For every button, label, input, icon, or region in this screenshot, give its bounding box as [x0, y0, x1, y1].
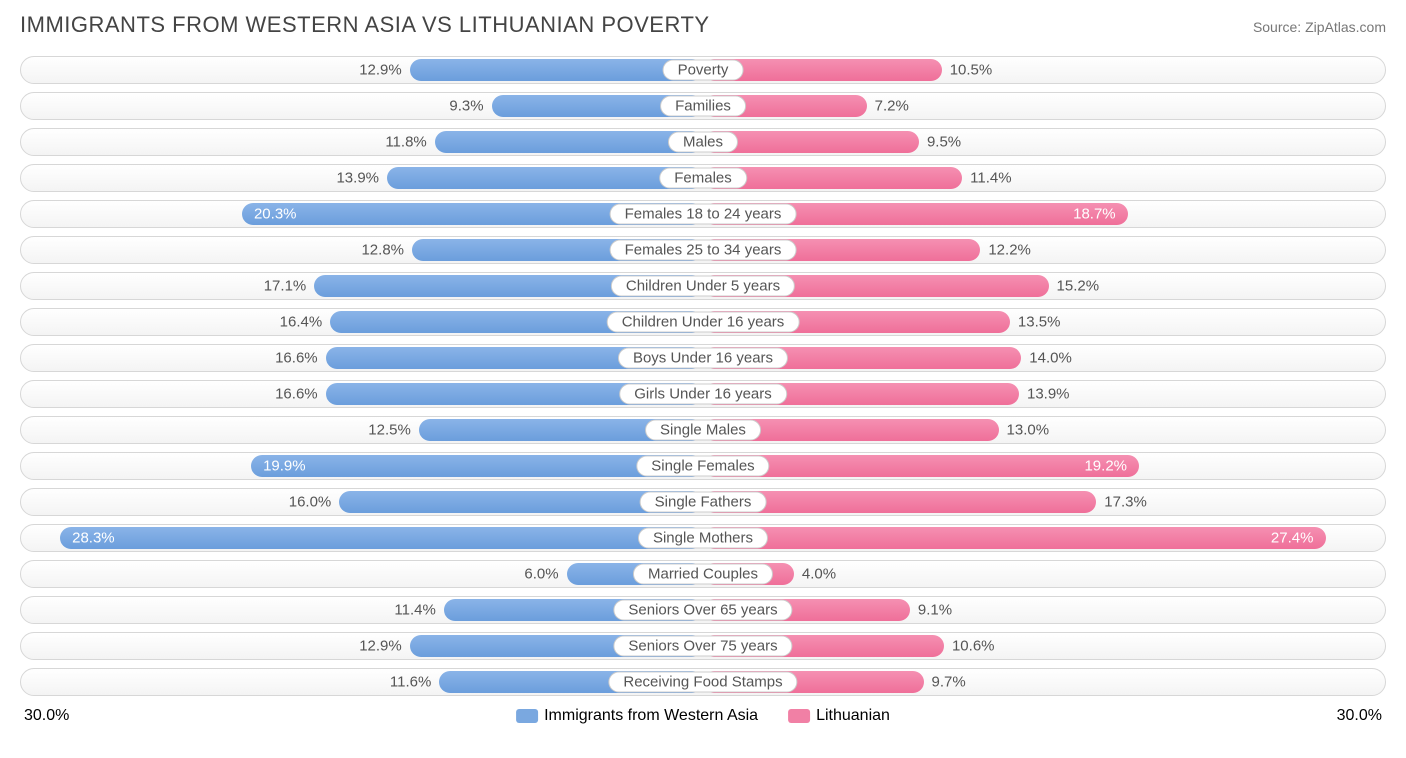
category-label: Boys Under 16 years — [618, 348, 788, 369]
value-left: 16.0% — [289, 494, 332, 511]
bar-row: 16.6% 14.0% Boys Under 16 years — [20, 344, 1386, 372]
bar-row: 19.9% 19.2% Single Females — [20, 452, 1386, 480]
value-right: 10.5% — [950, 62, 993, 79]
bar-row: 12.9% 10.6% Seniors Over 75 years — [20, 632, 1386, 660]
category-label: Single Females — [636, 456, 769, 477]
value-right: 14.0% — [1029, 350, 1072, 367]
category-label: Families — [660, 96, 746, 117]
value-left: 11.8% — [385, 134, 426, 151]
value-left: 16.4% — [280, 314, 323, 331]
chart-legend: Immigrants from Western Asia Lithuanian — [516, 707, 890, 725]
bar-left — [251, 455, 703, 477]
value-left: 12.9% — [359, 62, 402, 79]
bar-row: 17.1% 15.2% Children Under 5 years — [20, 272, 1386, 300]
category-label: Married Couples — [633, 564, 773, 585]
bar-right — [703, 527, 1326, 549]
chart-header: IMMIGRANTS FROM WESTERN ASIA VS LITHUANI… — [20, 12, 1386, 38]
category-label: Seniors Over 65 years — [613, 600, 792, 621]
category-label: Single Fathers — [640, 492, 767, 513]
bar-left — [435, 131, 703, 153]
chart-source: Source: ZipAtlas.com — [1253, 19, 1386, 35]
category-label: Single Males — [645, 420, 761, 441]
legend-swatch-left — [516, 709, 538, 723]
category-label: Females — [659, 168, 747, 189]
value-right: 9.5% — [927, 134, 961, 151]
category-label: Seniors Over 75 years — [613, 636, 792, 657]
value-left: 13.9% — [336, 170, 379, 187]
bar-row: 11.8% 9.5% Males — [20, 128, 1386, 156]
value-left: 11.6% — [390, 674, 431, 691]
value-left: 11.4% — [394, 602, 435, 619]
value-right: 13.9% — [1027, 386, 1070, 403]
value-right: 4.0% — [802, 566, 836, 583]
chart-footer: 30.0% Immigrants from Western Asia Lithu… — [20, 704, 1386, 728]
value-left: 19.9% — [263, 458, 306, 475]
bar-row: 6.0% 4.0% Married Couples — [20, 560, 1386, 588]
value-right: 13.0% — [1007, 422, 1050, 439]
bar-row: 28.3% 27.4% Single Mothers — [20, 524, 1386, 552]
bar-row: 20.3% 18.7% Females 18 to 24 years — [20, 200, 1386, 228]
value-left: 17.1% — [264, 278, 307, 295]
bar-row: 12.9% 10.5% Poverty — [20, 56, 1386, 84]
value-right: 9.1% — [918, 602, 952, 619]
bar-row: 11.6% 9.7% Receiving Food Stamps — [20, 668, 1386, 696]
category-label: Males — [668, 132, 738, 153]
legend-label-left: Immigrants from Western Asia — [544, 707, 758, 724]
value-left: 20.3% — [254, 206, 297, 223]
value-right: 18.7% — [1073, 206, 1116, 223]
chart-title: IMMIGRANTS FROM WESTERN ASIA VS LITHUANI… — [20, 12, 710, 38]
bar-row: 16.6% 13.9% Girls Under 16 years — [20, 380, 1386, 408]
value-left: 28.3% — [72, 530, 115, 547]
bar-row: 16.0% 17.3% Single Fathers — [20, 488, 1386, 516]
value-right: 9.7% — [932, 674, 966, 691]
value-right: 13.5% — [1018, 314, 1061, 331]
value-left: 16.6% — [275, 350, 318, 367]
category-label: Children Under 16 years — [607, 312, 800, 333]
value-left: 12.8% — [361, 242, 404, 259]
category-label: Girls Under 16 years — [619, 384, 787, 405]
legend-label-right: Lithuanian — [816, 707, 890, 724]
value-left: 12.9% — [359, 638, 402, 655]
bar-row: 11.4% 9.1% Seniors Over 65 years — [20, 596, 1386, 624]
value-left: 6.0% — [524, 566, 558, 583]
value-left: 12.5% — [368, 422, 411, 439]
diverging-bar-chart: 12.9% 10.5% Poverty 9.3% 7.2% Families 11.8% 9.… — [20, 56, 1386, 696]
value-right: 10.6% — [952, 638, 995, 655]
legend-item-right: Lithuanian — [788, 707, 890, 725]
bar-row: 12.5% 13.0% Single Males — [20, 416, 1386, 444]
bar-row: 13.9% 11.4% Females — [20, 164, 1386, 192]
value-right: 11.4% — [970, 170, 1011, 187]
bar-row: 12.8% 12.2% Females 25 to 34 years — [20, 236, 1386, 264]
bar-row: 9.3% 7.2% Families — [20, 92, 1386, 120]
bar-left — [387, 167, 703, 189]
value-right: 7.2% — [875, 98, 909, 115]
value-left: 16.6% — [275, 386, 318, 403]
value-right: 12.2% — [988, 242, 1031, 259]
category-label: Single Mothers — [638, 528, 768, 549]
legend-swatch-right — [788, 709, 810, 723]
bar-row: 16.4% 13.5% Children Under 16 years — [20, 308, 1386, 336]
bar-left — [60, 527, 703, 549]
category-label: Females 25 to 34 years — [610, 240, 797, 261]
value-right: 19.2% — [1084, 458, 1127, 475]
category-label: Poverty — [663, 60, 744, 81]
category-label: Children Under 5 years — [611, 276, 795, 297]
value-right: 27.4% — [1271, 530, 1314, 547]
bar-left — [410, 59, 703, 81]
legend-item-left: Immigrants from Western Asia — [516, 707, 758, 725]
category-label: Receiving Food Stamps — [608, 672, 797, 693]
value-left: 9.3% — [449, 98, 483, 115]
category-label: Females 18 to 24 years — [610, 204, 797, 225]
source-prefix: Source: — [1253, 19, 1305, 35]
value-right: 15.2% — [1057, 278, 1100, 295]
source-name: ZipAtlas.com — [1305, 19, 1386, 35]
value-right: 17.3% — [1104, 494, 1147, 511]
